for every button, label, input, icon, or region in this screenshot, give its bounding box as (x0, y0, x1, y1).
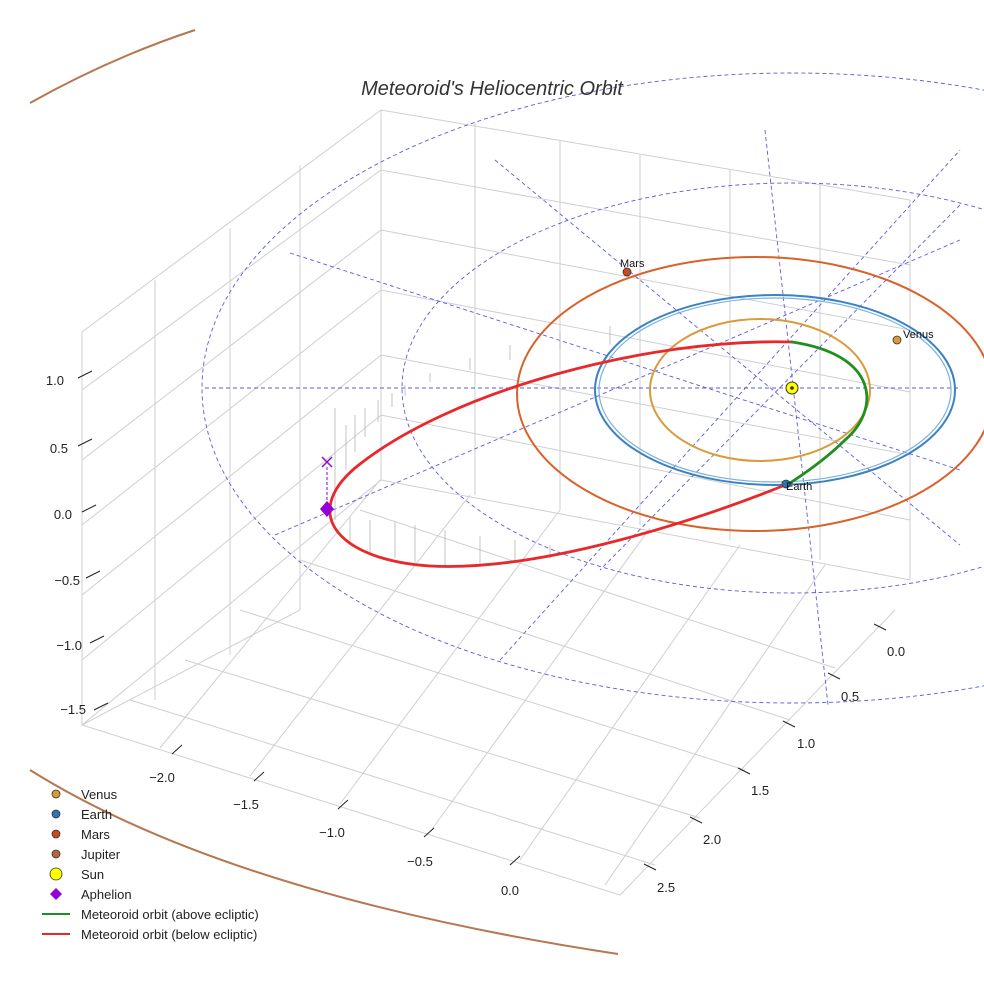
y-tick-label: 0.0 (887, 644, 905, 659)
z-tick-mark (81, 504, 97, 513)
meteoroid-orbit-above (788, 340, 869, 485)
mars-label: Mars (620, 258, 645, 270)
mars-orbit (516, 256, 984, 532)
y-tick-mark (643, 863, 657, 871)
mars-marker (622, 267, 632, 277)
y-tick-mark (737, 767, 751, 775)
y-tick-label: 1.0 (797, 736, 815, 751)
venus-label: Venus (903, 329, 934, 341)
legend-jupiter-swatch (51, 849, 61, 859)
x-tick-label: 0.0 (501, 883, 519, 898)
z-tick-mark (85, 570, 101, 579)
y-tick-label: 2.5 (657, 880, 675, 895)
aphelion-x-marker (321, 456, 333, 468)
legend-mars-swatch (51, 829, 61, 839)
legend-below-label: Meteoroid orbit (below ecliptic) (81, 927, 257, 942)
earth-label: Earth (786, 481, 812, 493)
y-tick-mark (873, 623, 887, 631)
x-tick-label: −2.0 (149, 770, 175, 785)
x-tick-label: −1.0 (319, 825, 345, 840)
jupiter-orbit-upper (29, 29, 196, 104)
legend-venus-label: Venus (81, 787, 118, 802)
legend-mars-label: Mars (81, 827, 110, 842)
legend-earth-swatch (51, 809, 61, 819)
earth-orbit (594, 294, 956, 486)
legend-jupiter-label: Jupiter (81, 847, 121, 862)
aphelion-marker (320, 501, 334, 517)
z-tick-mark (77, 438, 93, 447)
x-tick-mark (171, 744, 183, 755)
x-tick-mark (423, 827, 435, 838)
y-tick-label: 1.5 (751, 783, 769, 798)
earth-marker (781, 479, 791, 489)
x-tick-mark (253, 771, 265, 782)
ecliptic-reference (201, 72, 984, 706)
z-tick-mark (93, 702, 109, 711)
z-tick-mark (77, 370, 93, 379)
x-tick-mark (337, 799, 349, 810)
earth-orbit-inner (598, 297, 952, 483)
axes-box (81, 109, 911, 896)
y-tick-mark (827, 672, 841, 680)
y-tick-mark (689, 816, 703, 824)
z-tick-label: 0.5 (50, 441, 68, 456)
x-axis: −2.0 −1.5 −1.0 −0.5 0.0 (149, 744, 521, 898)
sun-center (790, 386, 794, 390)
y-tick-mark (782, 720, 796, 728)
y-tick-label: 2.0 (703, 832, 721, 847)
legend-sun-label: Sun (81, 867, 104, 882)
z-tick-mark (89, 635, 105, 644)
venus-marker (892, 335, 902, 345)
z-tick-label: −1.0 (56, 638, 82, 653)
z-tick-label: 1.0 (46, 373, 64, 388)
x-tick-label: −1.5 (233, 797, 259, 812)
z-tick-label: 0.0 (54, 507, 72, 522)
legend-earth-label: Earth (81, 807, 112, 822)
y-tick-label: 0.5 (841, 689, 859, 704)
z-tick-label: −1.5 (60, 702, 86, 717)
jupiter-orbit-lower (29, 769, 619, 955)
legend-aphelion-label: Aphelion (81, 887, 132, 902)
chart-title: Meteoroid's Heliocentric Orbit (361, 78, 624, 100)
drop-lines (334, 326, 611, 566)
legend: Venus Earth Mars Jupiter Sun Aphelion Me… (42, 787, 259, 942)
z-tick-label: −0.5 (54, 573, 80, 588)
legend-venus-swatch (51, 789, 61, 799)
x-tick-label: −0.5 (407, 854, 433, 869)
venus-orbit (649, 318, 871, 462)
y-axis: 0.0 0.5 1.0 1.5 2.0 2.5 (643, 623, 905, 895)
z-axis: 1.0 0.5 0.0 −0.5 −1.0 −1.5 (46, 370, 109, 717)
legend-aphelion-swatch (50, 888, 62, 900)
meteoroid-orbit-below (328, 340, 794, 568)
legend-above-label: Meteoroid orbit (above ecliptic) (81, 907, 259, 922)
legend-sun-swatch (49, 867, 63, 881)
x-tick-mark (509, 855, 521, 866)
